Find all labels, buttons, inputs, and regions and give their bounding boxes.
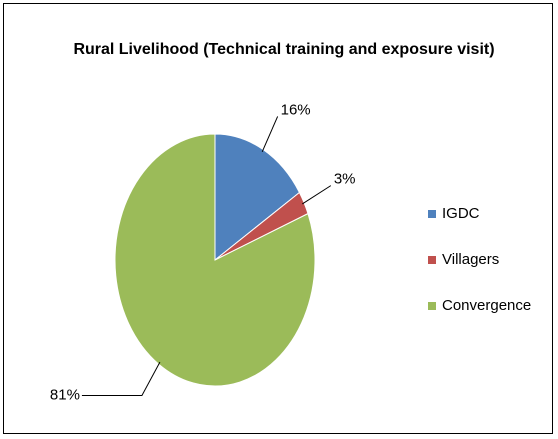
data-label: 16% [281,101,311,118]
data-label: 81% [50,386,80,403]
leader-line [81,361,161,396]
leader-line [302,185,332,205]
chart-title: Rural Livelihood (Technical training and… [73,41,495,58]
data-label: 3% [334,171,356,188]
legend-swatch [428,302,436,310]
legend-swatch [428,210,436,218]
legend-label: Villagers [442,251,499,268]
leader-line [261,116,279,152]
legend-label: Convergence [442,297,531,314]
legend-label: IGDC [442,205,480,222]
chart-frame: Rural Livelihood (Technical training and… [3,3,553,434]
legend-swatch [428,256,436,264]
